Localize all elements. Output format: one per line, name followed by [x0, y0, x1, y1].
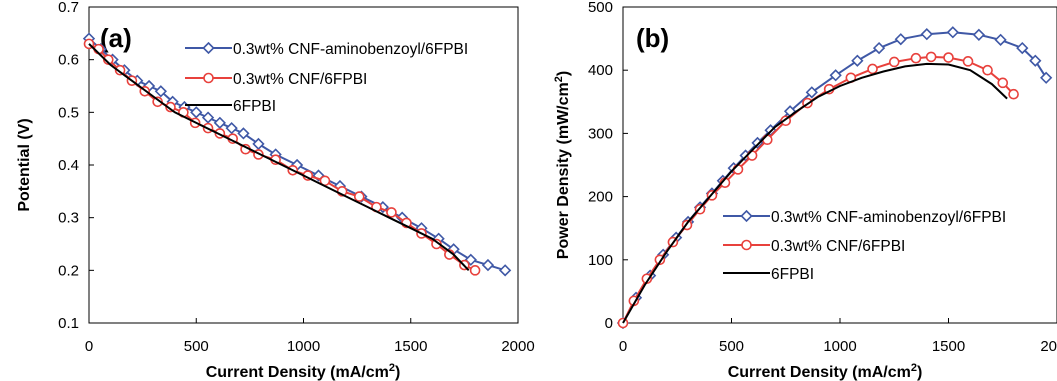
data-point-a-0: [213, 116, 226, 129]
data-point-a-0: [481, 258, 495, 272]
data-point-a-0: [225, 122, 238, 135]
data-point-b-1: [997, 77, 1009, 89]
y-tick-label-a: 0.2: [58, 262, 79, 279]
data-point-b-0: [1040, 71, 1053, 84]
data-point-a-0: [154, 85, 167, 98]
y-tick-label-b: 100: [588, 252, 613, 269]
y-tick-label-b: 400: [588, 62, 613, 79]
y-tick-label-b: 200: [588, 189, 613, 206]
legend-label-a-0: 0.3wt% CNF-aminobenzoyl/6FPBI: [233, 41, 468, 58]
x-tick-label-a: 500: [184, 338, 209, 355]
series-line-b-2: [622, 62, 1008, 324]
legend-marker-b-1: [741, 239, 752, 251]
data-point-a-0: [498, 264, 512, 277]
x-tick-label-b: 0: [619, 338, 627, 355]
legend-marker-a-0: [202, 41, 215, 55]
data-point-b-0: [1016, 41, 1029, 55]
data-point-b-0: [805, 86, 818, 99]
data-point-b-0: [946, 26, 959, 39]
y-tick-label-b: 0: [605, 315, 613, 332]
legend-marker-b-0: [740, 209, 753, 223]
series-a: [82, 32, 512, 277]
legend-a: 0.3wt% CNF-aminobenzoyl/6FPBI 0.3wt% CNF…: [185, 41, 468, 115]
data-point-b-1: [925, 51, 937, 63]
data-point-b-1: [943, 52, 954, 63]
x-axis-label-a: Current Density (mA/cm2): [206, 362, 401, 381]
y-tick-label-a: 0.6: [58, 52, 79, 69]
data-point-b-0: [872, 41, 886, 55]
data-point-a-0: [237, 127, 250, 140]
data-point-b-0: [1029, 54, 1042, 67]
plot-frame-b: [622, 6, 1057, 324]
x-tick-label-a: 2000: [501, 338, 534, 355]
x-tick-label-b: 500: [719, 338, 744, 355]
legend-b: 0.3wt% CNF-aminobenzoyl/6FPBI 0.3wt% CNF…: [723, 209, 1006, 283]
data-point-b-1: [762, 134, 773, 146]
data-point-b-1: [982, 64, 993, 76]
data-point-a-0: [201, 111, 215, 124]
data-point-a-1: [469, 265, 481, 276]
data-point-b-0: [972, 28, 986, 41]
data-point-b-0: [920, 28, 933, 41]
ticks-a: 0 500 1000 1500 2000 0.1 0.2 0.3 0.4 0.5 0.6 0.7: [58, 0, 535, 355]
x-tick-label-a: 0: [85, 338, 93, 355]
data-point-b-1: [1008, 88, 1019, 100]
y-axis-label-b: Power Density (mW/cm2): [553, 71, 572, 259]
data-point-b-0: [994, 33, 1007, 46]
legend-marker-a-1: [203, 72, 214, 84]
y-tick-label-a: 0.4: [58, 157, 79, 174]
ticks-b: 0 500 1000 1500 2000 0 100 200 300 400 500: [588, 0, 1057, 355]
series-b: [616, 26, 1053, 330]
panel-label-b: (b): [636, 23, 669, 53]
y-tick-label-a: 0.7: [58, 0, 79, 16]
data-point-b-1: [910, 52, 922, 64]
x-tick-label-a: 1000: [287, 338, 320, 355]
data-point-b-1: [867, 63, 878, 75]
legend-label-b-2: 6FPBI: [771, 266, 814, 283]
legend-label-b-1: 0.3wt% CNF/6FPBI: [771, 238, 905, 255]
panel-a: (a) Current Density (mA/cm2) Potential (…: [16, 0, 535, 381]
data-point-b-1: [962, 56, 974, 67]
y-tick-label-b: 300: [588, 125, 613, 142]
y-tick-label-a: 0.5: [58, 104, 79, 121]
data-point-b-1: [732, 164, 744, 175]
data-point-a-1: [353, 191, 365, 202]
series-line-a-0: [88, 37, 506, 272]
x-axis-label-b: Current Density (mA/cm2): [728, 362, 923, 381]
data-point-a-1: [386, 207, 397, 218]
y-axis-label-a: Potential (V): [16, 118, 33, 211]
y-tick-label-b: 500: [588, 0, 613, 16]
x-tick-label-b: 1000: [823, 338, 856, 355]
series-line-a-2: [88, 43, 470, 271]
data-point-a-0: [252, 137, 265, 151]
data-point-b-1: [888, 56, 900, 68]
y-tick-label-a: 0.3: [58, 210, 79, 227]
data-point-b-0: [894, 33, 907, 46]
x-tick-label-a: 1500: [394, 338, 427, 355]
x-tick-label-b: 2000: [1040, 338, 1057, 355]
data-point-b-0: [829, 69, 842, 82]
data-point-a-0: [190, 106, 203, 119]
data-point-b-0: [851, 54, 864, 67]
legend-label-a-1: 0.3wt% CNF/6FPBI: [233, 71, 367, 88]
y-tick-label-a: 0.1: [58, 315, 79, 332]
legend-label-a-2: 6FPBI: [233, 98, 276, 115]
legend-label-b-0: 0.3wt% CNF-aminobenzoyl/6FPBI: [771, 209, 1006, 226]
panel-b: (b) Current Density (mA/cm2) Power Densi…: [553, 0, 1057, 381]
x-tick-label-b: 1500: [932, 338, 965, 355]
